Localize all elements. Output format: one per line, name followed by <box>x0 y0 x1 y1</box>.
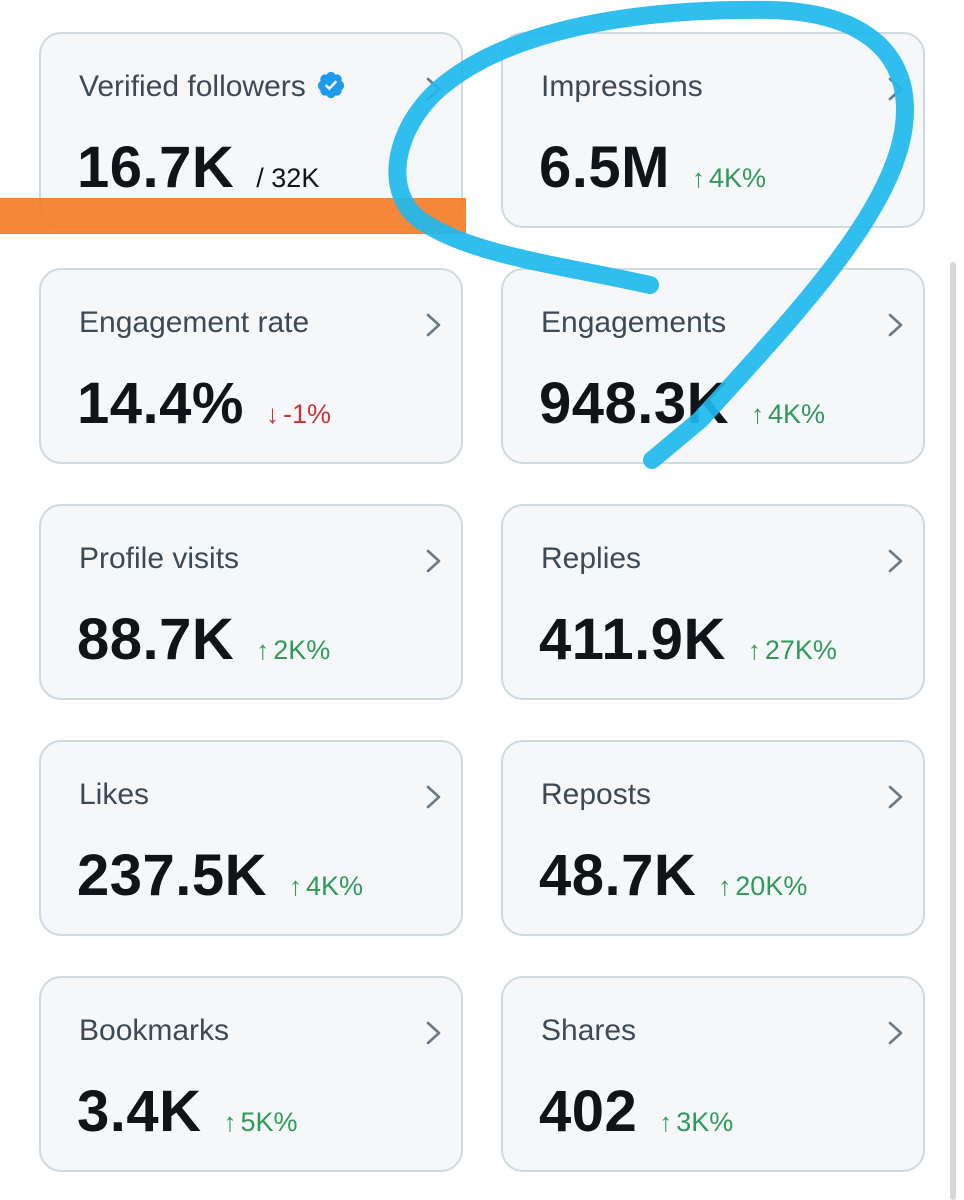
card-label: Engagement rate <box>79 306 310 339</box>
chevron-right-icon <box>426 549 441 573</box>
arrow-up-icon: ↑ <box>256 635 270 665</box>
card-label: Verified followers <box>79 70 306 103</box>
chevron-right-icon <box>426 77 441 101</box>
card-value: 6.5M <box>539 135 670 200</box>
card-value: 402 <box>539 1079 638 1144</box>
change-value: 2K% <box>273 635 331 665</box>
card-label: Shares <box>541 1014 637 1047</box>
chevron-right-icon <box>888 549 903 573</box>
change-value: 20K% <box>735 871 808 901</box>
card-value: 411.9K <box>539 607 726 672</box>
card-replies[interactable]: Replies 411.9K ↑ 27K% <box>501 504 925 700</box>
change-indicator: ↑ 4K% <box>751 399 825 430</box>
card-engagement-rate[interactable]: Engagement rate 14.4% ↓ -1% <box>39 268 463 464</box>
card-value: 16.7K <box>77 135 235 200</box>
change-indicator: ↑ 4K% <box>289 871 363 902</box>
arrow-up-icon: ↑ <box>223 1107 237 1137</box>
card-verified-followers[interactable]: Verified followers 16.7K / 32K <box>39 32 463 228</box>
change-value: 3K% <box>676 1107 734 1137</box>
change-value: 27K% <box>764 635 837 665</box>
card-engagements[interactable]: Engagements 948.3K ↑ 4K% <box>501 268 925 464</box>
card-value: 3.4K <box>77 1079 202 1144</box>
card-value: 237.5K <box>77 843 268 908</box>
change-indicator: ↑ 2K% <box>256 635 330 666</box>
change-indicator: ↓ -1% <box>266 399 331 430</box>
chevron-right-icon <box>888 785 903 809</box>
card-label: Impressions <box>541 70 703 103</box>
verified-badge-icon <box>317 71 344 99</box>
change-value: -1% <box>282 399 331 429</box>
card-total: / 32K <box>256 163 320 193</box>
chevron-right-icon <box>426 785 441 809</box>
card-value: 48.7K <box>539 843 697 908</box>
card-impressions[interactable]: Impressions 6.5M ↑ 4K% <box>501 32 925 228</box>
card-label: Engagements <box>541 306 727 339</box>
change-value: 4K% <box>306 871 364 901</box>
card-label: Reposts <box>541 778 652 811</box>
change-indicator: ↑ 4K% <box>692 163 766 194</box>
change-indicator: ↑ 3K% <box>659 1107 733 1138</box>
card-profile-visits[interactable]: Profile visits 88.7K ↑ 2K% <box>39 504 463 700</box>
card-value: 14.4% <box>77 371 244 436</box>
scrollbar[interactable] <box>950 262 956 1200</box>
card-label: Likes <box>79 778 150 811</box>
change-indicator: ↑ 27K% <box>748 635 837 666</box>
change-indicator: ↑ 20K% <box>718 871 807 902</box>
arrow-up-icon: ↑ <box>718 871 732 901</box>
card-label: Bookmarks <box>79 1014 230 1047</box>
arrow-up-icon: ↑ <box>659 1107 673 1137</box>
card-value: 948.3K <box>539 371 730 436</box>
change-value: 4K% <box>708 163 766 193</box>
chevron-right-icon <box>888 313 903 337</box>
card-label: Replies <box>541 542 642 575</box>
arrow-up-icon: ↑ <box>289 871 303 901</box>
chevron-right-icon <box>426 313 441 337</box>
arrow-up-icon: ↑ <box>691 163 705 193</box>
arrow-up-icon: ↑ <box>747 635 761 665</box>
card-value: 88.7K <box>77 607 235 672</box>
change-value: 5K% <box>240 1107 298 1137</box>
chevron-right-icon <box>426 1021 441 1045</box>
card-reposts[interactable]: Reposts 48.7K ↑ 20K% <box>501 740 925 936</box>
card-label: Profile visits <box>79 542 240 575</box>
card-shares[interactable]: Shares 402 ↑ 3K% <box>501 976 925 1172</box>
arrow-down-icon: ↓ <box>265 399 279 429</box>
change-indicator: ↑ 5K% <box>224 1107 298 1138</box>
change-value: 4K% <box>768 399 826 429</box>
arrow-up-icon: ↑ <box>751 399 765 429</box>
chevron-right-icon <box>888 1021 903 1045</box>
card-likes[interactable]: Likes 237.5K ↑ 4K% <box>39 740 463 936</box>
card-bookmarks[interactable]: Bookmarks 3.4K ↑ 5K% <box>39 976 463 1172</box>
chevron-right-icon <box>888 77 903 101</box>
